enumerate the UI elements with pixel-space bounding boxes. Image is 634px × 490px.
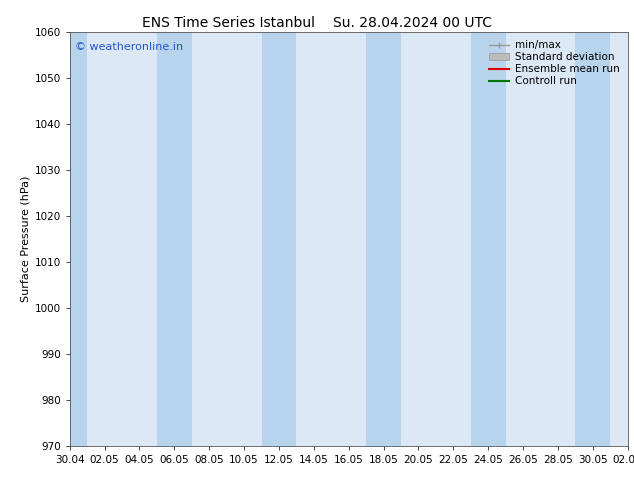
Text: Su. 28.04.2024 00 UTC: Su. 28.04.2024 00 UTC (333, 16, 491, 30)
Bar (261, 32, 296, 446)
Y-axis label: Surface Pressure (hPa): Surface Pressure (hPa) (20, 176, 30, 302)
Bar (157, 32, 191, 446)
Text: ENS Time Series Istanbul: ENS Time Series Istanbul (142, 16, 314, 30)
Legend: min/max, Standard deviation, Ensemble mean run, Controll run: min/max, Standard deviation, Ensemble me… (486, 37, 623, 90)
Bar (366, 32, 401, 446)
Bar (470, 32, 506, 446)
Bar (52, 32, 87, 446)
Bar (575, 32, 610, 446)
Text: © weatheronline.in: © weatheronline.in (75, 42, 183, 52)
